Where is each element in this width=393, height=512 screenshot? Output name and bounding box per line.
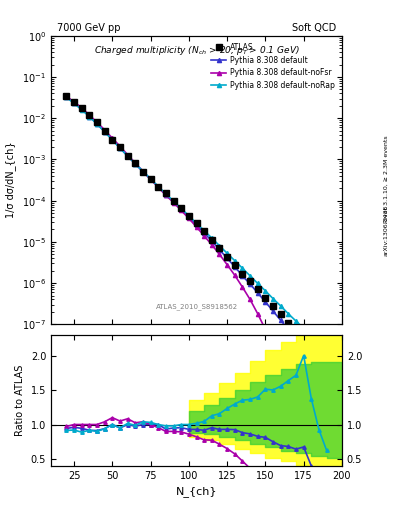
Text: Rivet 3.1.10, ≥ 2.3M events: Rivet 3.1.10, ≥ 2.3M events xyxy=(384,135,389,223)
Text: arXiv:1306.3436: arXiv:1306.3436 xyxy=(384,205,389,256)
Text: 7000 GeV pp: 7000 GeV pp xyxy=(57,23,120,33)
Y-axis label: Ratio to ATLAS: Ratio to ATLAS xyxy=(15,365,25,436)
Text: Charged multiplicity ($N_{ch}$ > 20, $p_{T}$ > 0.1 GeV): Charged multiplicity ($N_{ch}$ > 20, $p_… xyxy=(94,45,299,57)
X-axis label: N_{ch}: N_{ch} xyxy=(176,486,217,497)
Y-axis label: 1/σ dσ/dN_{ch}: 1/σ dσ/dN_{ch} xyxy=(6,142,17,219)
Text: ATLAS_2010_S8918562: ATLAS_2010_S8918562 xyxy=(156,303,237,310)
Text: Soft QCD: Soft QCD xyxy=(292,23,336,33)
Legend: ATLAS, Pythia 8.308 default, Pythia 8.308 default-noFsr, Pythia 8.308 default-no: ATLAS, Pythia 8.308 default, Pythia 8.30… xyxy=(208,39,338,93)
